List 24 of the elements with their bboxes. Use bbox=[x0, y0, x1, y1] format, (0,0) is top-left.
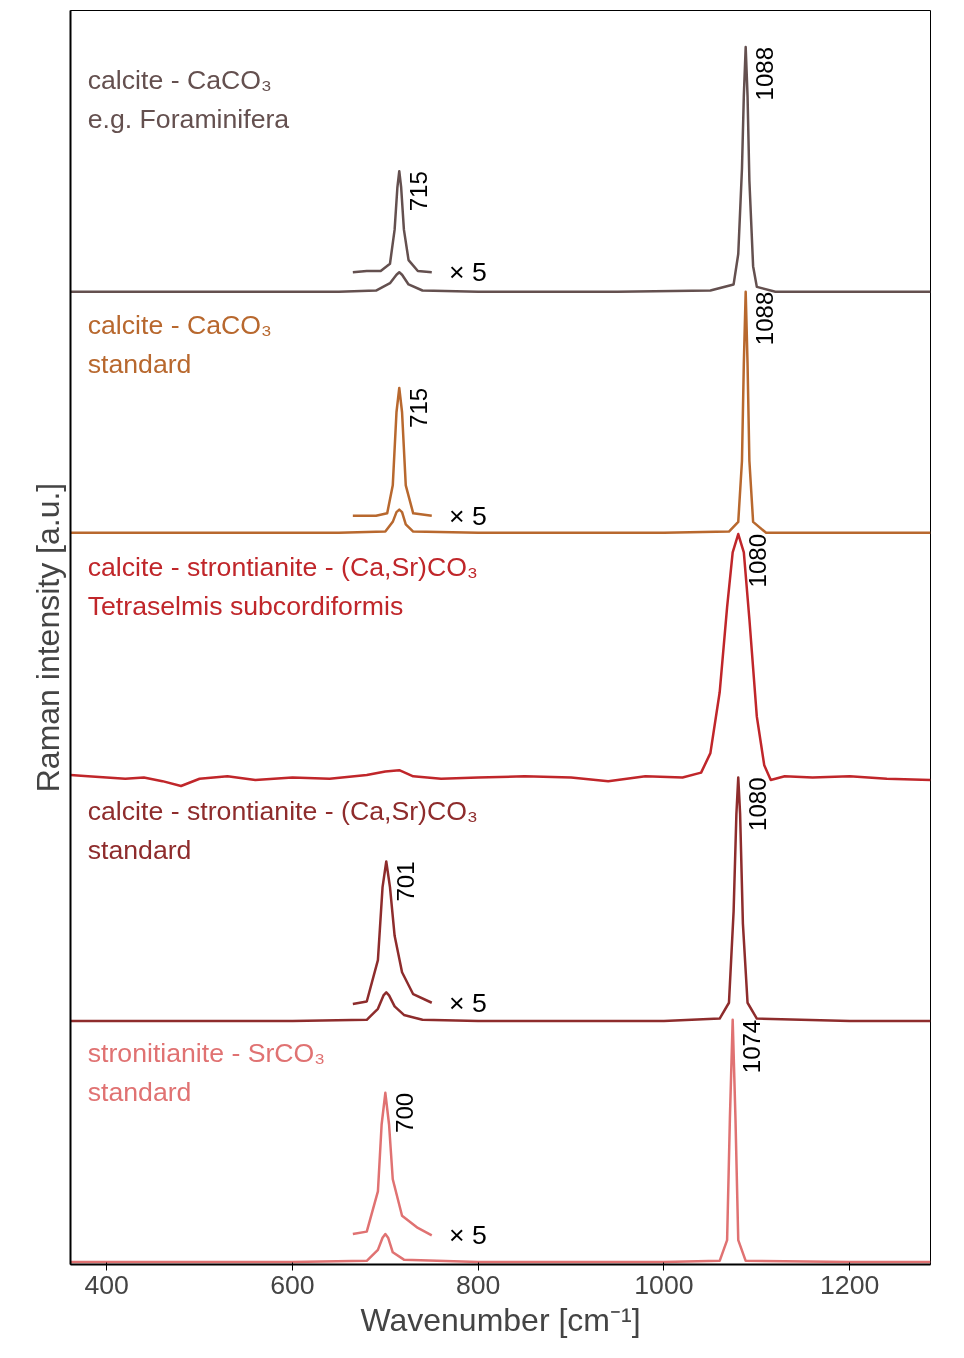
text: calcite - strontianite - (Ca,Sr)CO₃ Tetraselmis subcordiformis bbox=[87, 552, 478, 622]
x-tick-label: 600 bbox=[270, 1269, 315, 1300]
annotation: 1080 bbox=[743, 534, 771, 588]
text: calcite - CaCO₃ standard bbox=[87, 310, 272, 379]
annotation: 1074 bbox=[738, 1019, 765, 1074]
x-axis-title: Wavenumber [cm⁻¹] bbox=[360, 1301, 641, 1338]
x-tick-label: 400 bbox=[84, 1269, 129, 1300]
annotation: 1088 bbox=[751, 47, 778, 101]
annotation: × 5 bbox=[448, 1220, 487, 1251]
x-tick-label: 1200 bbox=[820, 1269, 880, 1300]
annotation: 700 bbox=[390, 1092, 418, 1133]
annotation: 1080 bbox=[743, 777, 771, 831]
text: calcite - CaCO₃ e.g. Foraminifera bbox=[87, 65, 290, 135]
annotation: × 5 bbox=[448, 500, 487, 531]
annotation: 715 bbox=[404, 171, 432, 212]
annotation: × 5 bbox=[448, 257, 487, 288]
text: stronitianite - SrCO₃ standard bbox=[87, 1038, 326, 1108]
annotation: 1088 bbox=[751, 291, 778, 346]
annotation: × 5 bbox=[448, 987, 487, 1018]
annotation: 701 bbox=[391, 861, 419, 902]
annotation: 715 bbox=[404, 387, 432, 428]
x-tick-label: 800 bbox=[455, 1269, 501, 1300]
y-axis-title: Raman intensity [a.u.] bbox=[29, 482, 66, 793]
x-tick-label: 1000 bbox=[634, 1269, 694, 1300]
